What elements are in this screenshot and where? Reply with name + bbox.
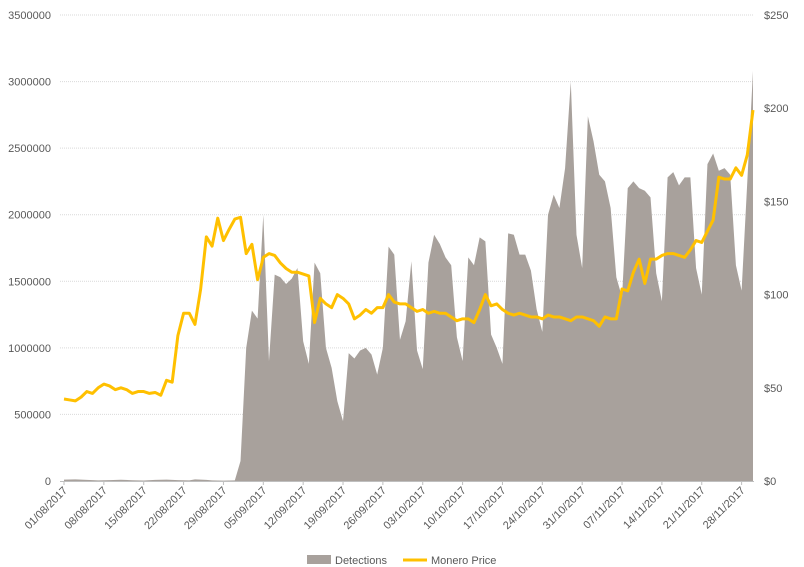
legend-label-detections: Detections: [335, 555, 387, 567]
left-axis-tick-label: 3000000: [8, 77, 51, 89]
left-axis-tick-label: 500000: [14, 409, 51, 421]
left-axis-tick-label: 1500000: [8, 276, 51, 288]
monero-price-line: [63, 109, 755, 403]
left-axis-tick-label: 2000000: [8, 210, 51, 222]
detections-area-layer: [64, 70, 753, 482]
left-axis-tick-label: 2500000: [8, 143, 51, 155]
legend-swatch-detections: [307, 555, 331, 564]
right-axis-tick-labels: $0 $50 $100 $150 $200 $250: [764, 10, 788, 488]
right-axis-tick-label: $250: [764, 10, 788, 22]
legend-label-monero-price: Monero Price: [431, 555, 496, 567]
left-axis-tick-label: 3500000: [8, 10, 51, 22]
left-axis-tick-label: 0: [45, 476, 51, 488]
right-axis-tick-label: $0: [764, 476, 776, 488]
legend: Detections Monero Price: [307, 555, 496, 567]
left-axis-tick-label: 1000000: [8, 343, 51, 355]
right-axis-tick-label: $50: [764, 383, 782, 395]
price-line-layer: [63, 109, 755, 403]
left-axis-tick-labels: 0 500000 1000000 1500000 2000000 2500000 30000…: [8, 10, 51, 488]
right-axis-tick-label: $200: [764, 103, 788, 115]
detections-area: [64, 70, 753, 482]
right-axis-tick-label: $150: [764, 196, 788, 208]
right-axis-tick-label: $100: [764, 290, 788, 302]
